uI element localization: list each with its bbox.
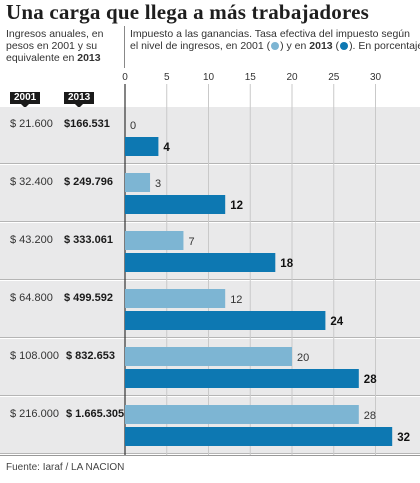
x-tick-label: 20: [286, 72, 298, 83]
data-label-2001: 20: [297, 352, 309, 364]
data-label-2001: 28: [364, 410, 376, 422]
income-2013-label: $ 249.796: [64, 176, 113, 188]
left-header-line3-text: equivalente en: [6, 52, 78, 64]
legend-2001-dot: [271, 42, 280, 50]
income-2013-label: $ 1.665.305: [66, 408, 125, 420]
year-badge-2001: 2001: [10, 92, 41, 108]
row-separator: [0, 453, 420, 454]
bar-2013: [125, 253, 276, 272]
x-tick-label: 0: [122, 72, 128, 83]
left-header-year: 2013: [77, 52, 101, 64]
bar-2001: [125, 173, 151, 192]
bar-2013: [125, 369, 359, 388]
x-tick-label: 15: [245, 72, 257, 83]
income-2001-label: $ 216.000: [10, 408, 59, 420]
data-label-2013: 18: [280, 258, 293, 270]
right-header-text-d: ). En porcentaje: [349, 40, 420, 52]
data-label-2013: 32: [397, 432, 410, 444]
footer-divider: [0, 455, 420, 456]
bar-2001: [125, 347, 292, 366]
bar-2001: [125, 231, 184, 250]
right-header-year: 2013: [309, 40, 333, 52]
left-header-line3: equivalente en 2013: [6, 52, 101, 64]
right-header-text-b: ) y en: [280, 40, 310, 52]
bar-2013: [125, 427, 393, 446]
chart-title: Una carga que llega a más trabajadores: [6, 0, 370, 24]
income-2001-label: $ 64.800: [10, 292, 53, 304]
legend-2013-dot: [340, 42, 349, 50]
year-badge-2013: 2013: [64, 92, 95, 108]
x-tick-label: 5: [164, 72, 170, 83]
income-2013-label: $ 499.592: [64, 292, 113, 304]
source-note: Fuente: Iaraf / LA NACION: [6, 462, 125, 473]
right-header-line2: el nivel de ingresos, en 2001 ( ) y en 20…: [130, 40, 420, 52]
right-header-line1: Impuesto a las ganancias. Tasa efectiva …: [130, 28, 410, 40]
bar-2001: [125, 405, 359, 424]
data-label-2001: 12: [230, 294, 242, 306]
income-2001-label: $ 32.400: [10, 176, 53, 188]
income-2013-label: $ 333.061: [64, 234, 113, 246]
x-tick-label: 25: [328, 72, 340, 83]
income-2013-label: $ 832.653: [66, 350, 115, 362]
data-label-2001: 7: [188, 236, 194, 248]
income-2001-label: $ 108.000: [10, 350, 59, 362]
data-label-2001: 3: [155, 178, 161, 190]
right-header-text-c: (: [332, 40, 340, 52]
left-header-line2: pesos en 2001 y su: [6, 40, 98, 52]
bar-2013: [125, 195, 226, 214]
row-separator: [0, 221, 420, 222]
data-label-2013: 12: [230, 200, 243, 212]
row-separator: [0, 395, 420, 396]
row-separator: [0, 337, 420, 338]
row-panel: [0, 107, 420, 163]
header-divider: [124, 26, 125, 68]
bar-2013: [125, 137, 159, 156]
row-separator: [0, 163, 420, 164]
data-label-2001: 0: [130, 120, 136, 132]
income-2001-label: $ 43.200: [10, 234, 53, 246]
bar-2001: [125, 289, 226, 308]
data-label-2013: 28: [364, 374, 377, 386]
income-2013-label: $166.531: [64, 118, 110, 130]
x-tick-label: 10: [203, 72, 215, 83]
bar-2013: [125, 311, 326, 330]
income-2001-label: $ 21.600: [10, 118, 53, 130]
data-label-2013: 24: [330, 316, 343, 328]
data-label-2013: 4: [163, 142, 170, 154]
left-header-line1: Ingresos anuales, en: [6, 28, 104, 40]
x-tick-label: 30: [370, 72, 382, 83]
right-header-text-a: el nivel de ingresos, en 2001 (: [130, 40, 271, 52]
row-separator: [0, 279, 420, 280]
